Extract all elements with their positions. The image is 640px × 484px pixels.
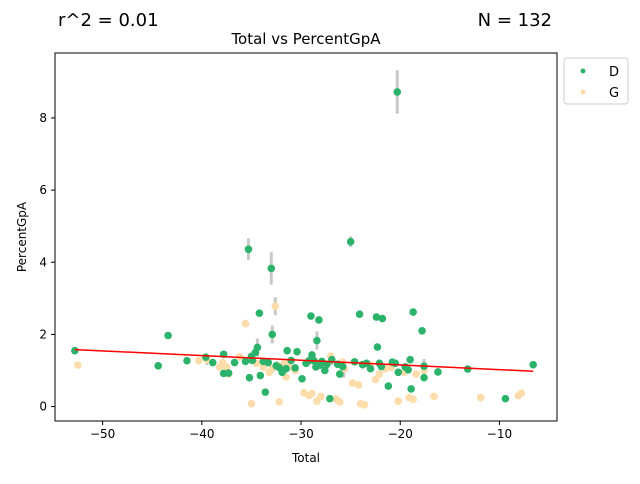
y-axis-label: PercentGpA: [15, 201, 29, 272]
data-point-d: [255, 309, 264, 317]
plot-frame: [54, 52, 558, 422]
data-point-d: [261, 388, 270, 396]
legend-label-g: G: [609, 86, 619, 101]
data-point-g: [317, 392, 325, 401]
data-point-d: [293, 347, 301, 356]
legend: D G: [563, 57, 629, 105]
data-point-d: [291, 364, 299, 372]
data-point-g: [476, 393, 485, 402]
data-point-d: [335, 370, 344, 378]
data-point-d: [298, 374, 306, 383]
data-point-d: [268, 330, 277, 339]
data-point-g: [259, 363, 268, 371]
data-point-d: [463, 365, 472, 373]
data-point-g: [275, 398, 284, 406]
data-point-d: [372, 313, 381, 321]
data-point-d: [420, 373, 428, 382]
data-point-g: [394, 397, 403, 405]
data-point-d: [230, 358, 239, 367]
data-point-d: [183, 356, 191, 365]
data-point-d: [391, 359, 400, 368]
y-tick-label: 0: [39, 400, 47, 414]
data-point-g: [360, 400, 369, 409]
legend-marker-d: [580, 68, 586, 74]
data-point-d: [355, 310, 364, 319]
data-point-d: [404, 365, 412, 374]
data-point-d: [283, 346, 291, 355]
data-point-d: [264, 358, 273, 367]
sample-size-label: N = 132: [477, 10, 552, 31]
data-point-d: [409, 308, 417, 316]
data-point-g: [409, 395, 417, 404]
y-tick-label: 6: [39, 183, 47, 197]
data-point-g: [222, 363, 231, 371]
data-point-d: [394, 368, 403, 377]
data-point-d: [208, 358, 217, 367]
y-tick-label: 2: [39, 327, 47, 341]
data-point-d: [350, 358, 359, 366]
legend-box: [563, 57, 629, 105]
chart-title: Total vs PercentGpA: [230, 30, 381, 48]
x-tick-label: −10: [487, 427, 512, 441]
data-point-d: [407, 385, 415, 393]
data-point-d: [245, 373, 254, 382]
data-point-g: [247, 399, 256, 408]
data-point-d: [501, 394, 510, 403]
x-tick-label: −50: [90, 427, 115, 441]
data-point-d: [224, 369, 233, 377]
data-point-d: [253, 343, 262, 352]
data-point-g: [375, 370, 384, 378]
y-tick-label: 8: [39, 111, 47, 125]
data-point-g: [241, 319, 250, 328]
data-point-g: [430, 392, 438, 401]
data-point-d: [308, 351, 316, 359]
data-point-d: [164, 331, 172, 340]
data-point-d: [315, 316, 323, 324]
r-squared-label: r^2 = 0.01: [58, 10, 159, 31]
data-point-d: [418, 327, 426, 335]
data-point-d: [338, 362, 347, 371]
data-point-d: [529, 360, 537, 369]
data-point-g: [335, 398, 344, 406]
data-point-d: [346, 237, 355, 246]
data-point-d: [323, 360, 331, 369]
data-point-d: [326, 394, 334, 403]
data-point-g: [74, 361, 82, 369]
data-point-d: [154, 362, 162, 370]
legend-label-d: D: [609, 65, 619, 80]
data-point-g: [412, 370, 420, 378]
data-point-g: [371, 375, 380, 384]
data-point-d: [256, 371, 265, 380]
legend-marker-g: [580, 89, 586, 95]
data-point-d: [267, 264, 276, 273]
data-point-d: [241, 357, 250, 366]
data-point-g: [354, 381, 363, 389]
x-tick-label: −30: [288, 427, 313, 441]
data-point-g: [271, 302, 280, 311]
data-point-g: [348, 379, 357, 387]
data-point-d: [393, 88, 402, 96]
data-point-d: [201, 353, 210, 361]
data-point-d: [244, 245, 253, 254]
y-tick-label: 4: [39, 255, 47, 269]
regression-line: [74, 348, 534, 372]
data-point-d: [384, 382, 393, 390]
x-axis-label: Total: [291, 451, 320, 465]
data-point-d: [307, 312, 315, 320]
data-point-d: [282, 364, 290, 373]
data-point-d: [321, 366, 329, 375]
data-point-g: [195, 356, 203, 365]
data-point-g: [517, 389, 526, 398]
data-point-d: [71, 346, 79, 355]
data-point-g: [308, 389, 316, 398]
x-tick-label: −20: [388, 427, 413, 441]
data-point-d: [434, 368, 442, 376]
data-point-d: [378, 314, 387, 323]
x-tick-label: −40: [189, 427, 214, 441]
data-point-d: [366, 364, 375, 373]
data-point-d: [373, 343, 382, 351]
data-point-d: [313, 336, 321, 345]
data-point-d: [406, 355, 414, 364]
